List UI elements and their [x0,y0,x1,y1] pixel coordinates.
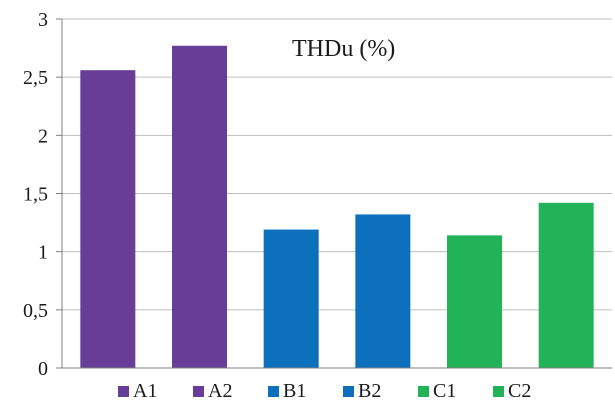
legend: A1 A2 B1 B2 C1 C2 [118,380,531,402]
legend-swatch-c2 [493,386,504,397]
y-tick-label: 1 [38,242,48,264]
legend-label-b2: B2 [358,380,381,402]
bars [80,46,593,368]
legend-swatch-b2 [343,386,354,397]
bar-c2 [539,203,594,368]
y-tick-label: 0 [38,358,48,380]
legend-label-c1: C1 [433,380,456,402]
bar-c1 [447,235,502,368]
legend-label-c2: C2 [508,380,531,402]
legend-swatch-c1 [418,386,429,397]
bar-b1 [264,230,319,368]
legend-swatch-a1 [118,386,129,397]
y-tick-label: 2 [38,125,48,147]
chart-title: THDu (%) [292,36,395,62]
legend-label-a1: A1 [133,380,157,402]
y-tick-label: 1,5 [23,184,48,206]
legend-swatch-a2 [193,386,204,397]
y-tick-label: 0,5 [23,300,48,322]
bar-b2 [355,214,410,368]
legend-label-a2: A2 [208,380,232,402]
gridlines [62,19,612,310]
y-tick-label: 3 [38,9,48,31]
legend-label-b1: B1 [283,380,306,402]
y-tick-labels: 0 0,5 1 1,5 2 2,5 3 [23,9,48,380]
legend-swatch-b1 [268,386,279,397]
bar-a2 [172,46,227,368]
y-tick-label: 2,5 [23,67,48,89]
bar-a1 [80,70,135,368]
